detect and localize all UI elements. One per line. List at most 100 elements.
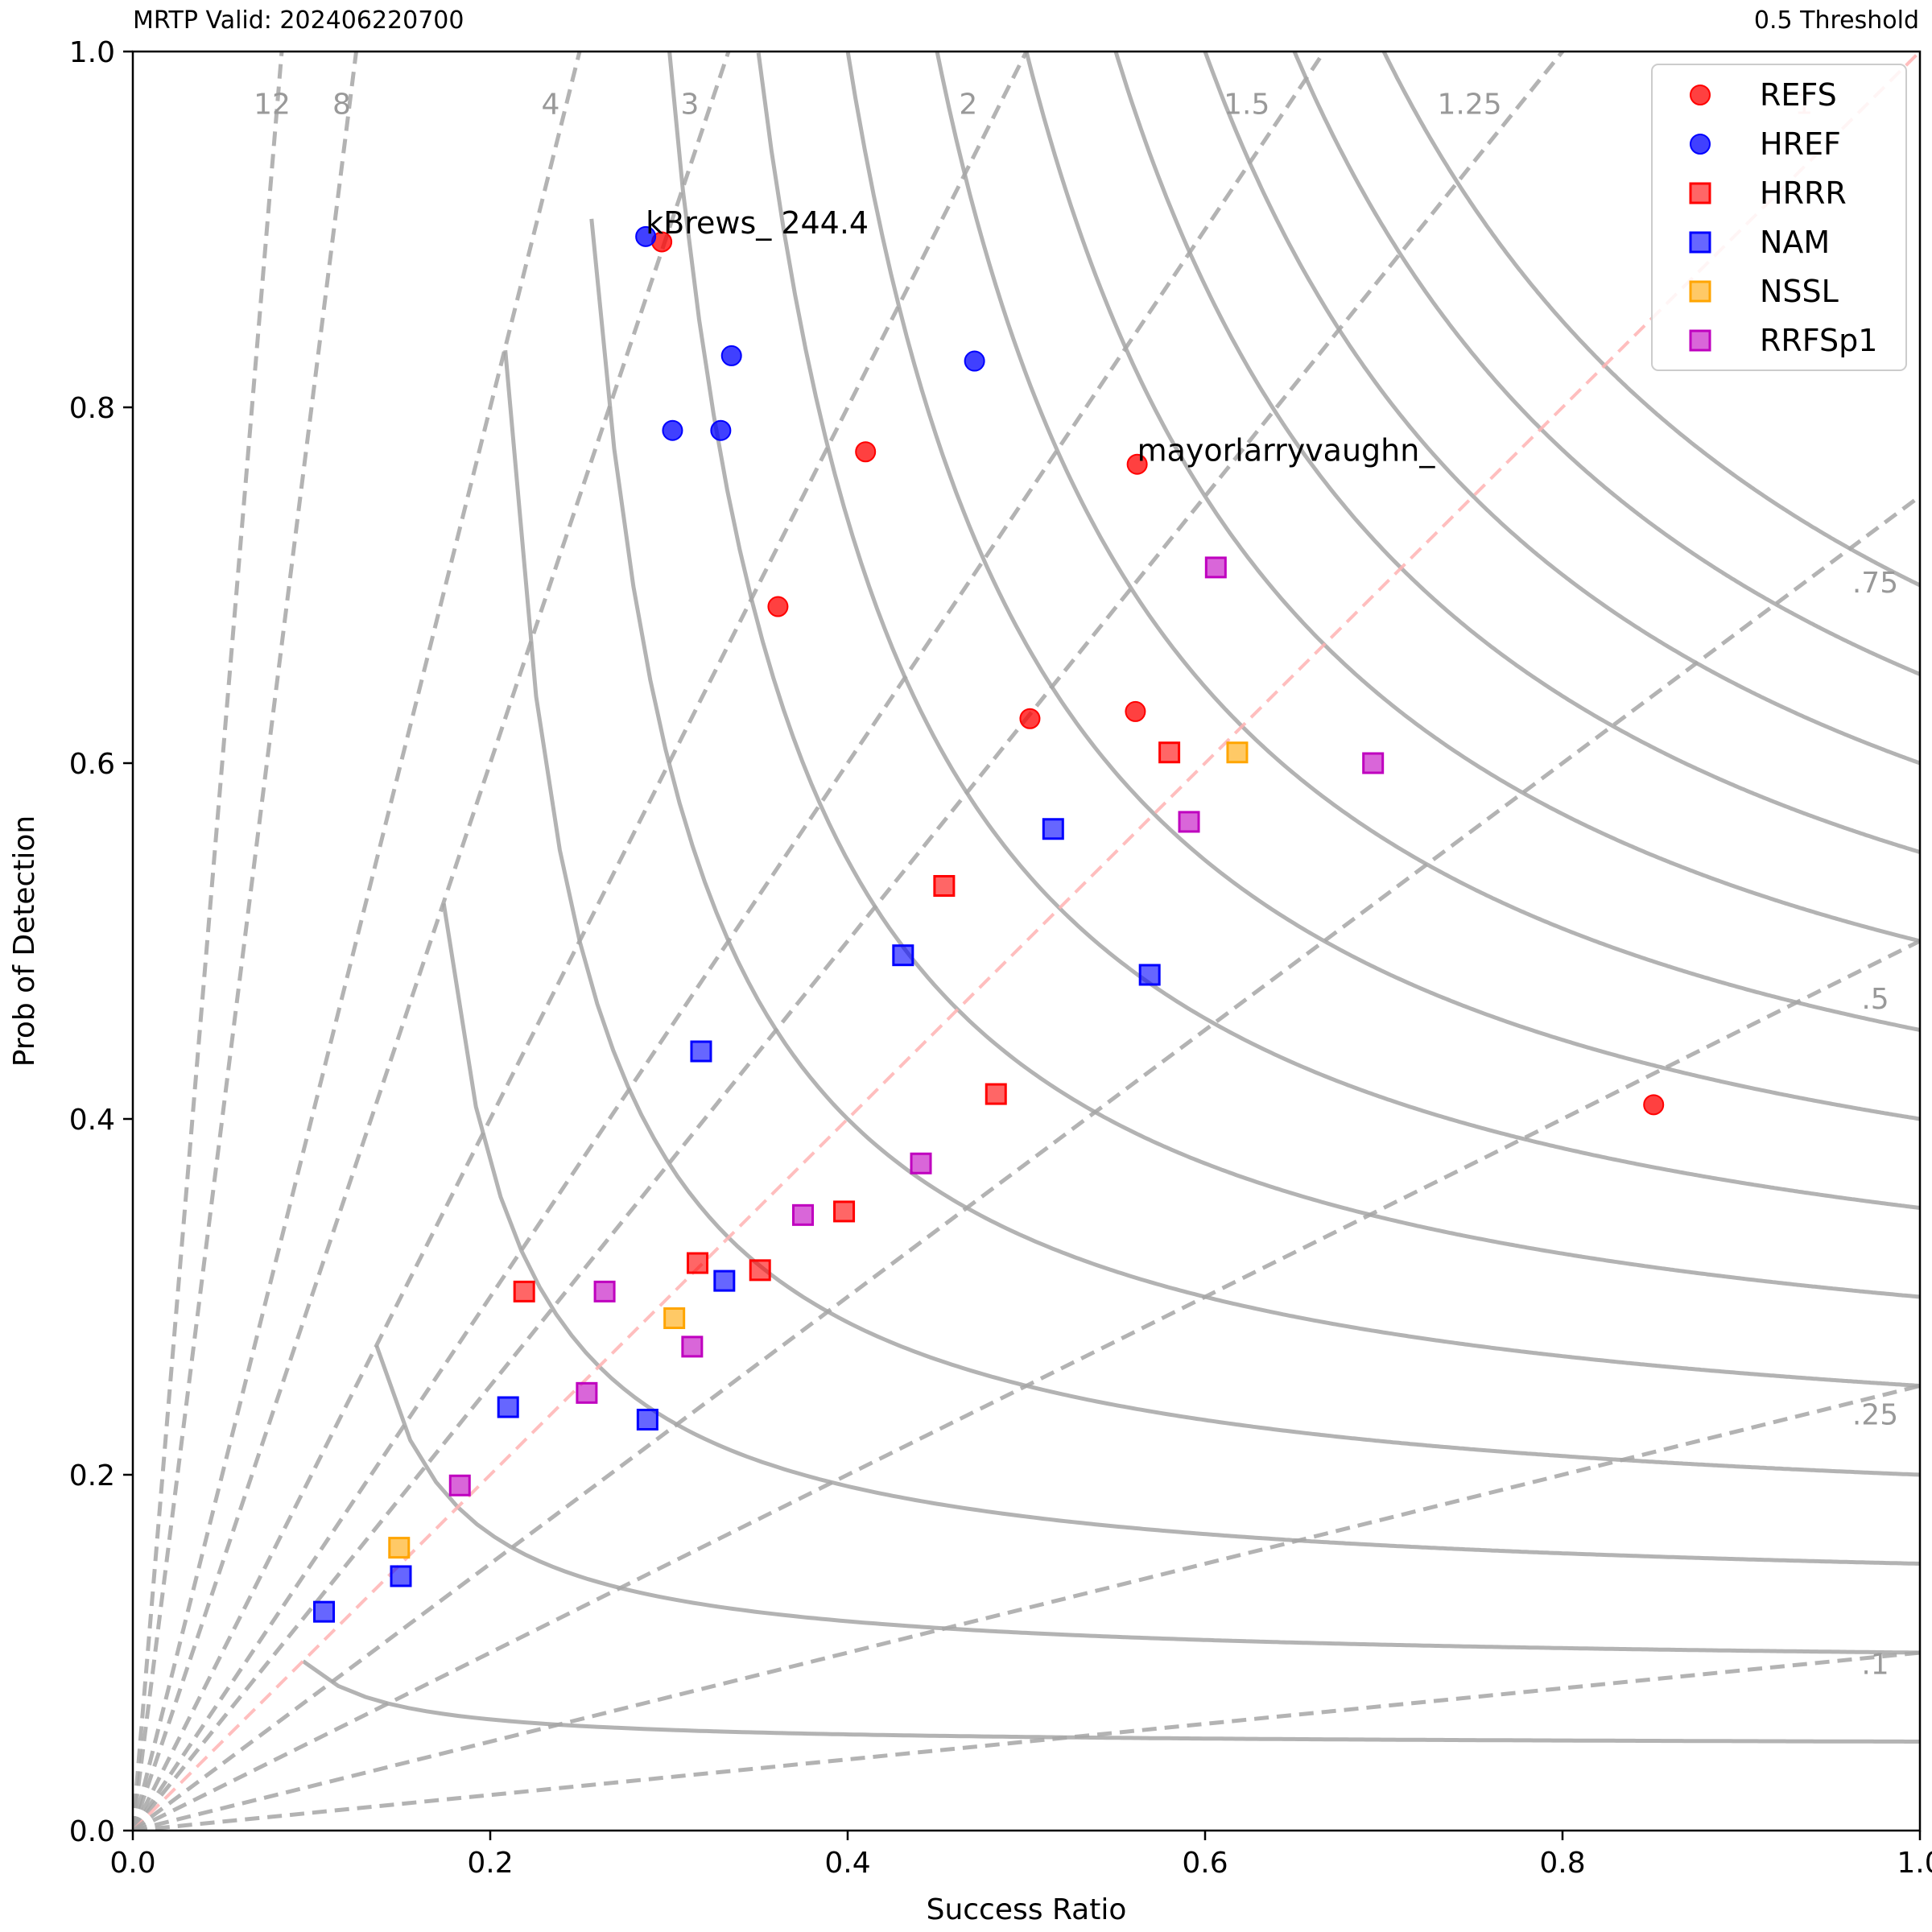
y-axis-label: Prob of Detection [8, 815, 41, 1067]
hrrr-point [933, 874, 956, 897]
hrrr-point [749, 1259, 771, 1282]
rrfsp1-point [910, 1152, 932, 1174]
nam-point [713, 1269, 736, 1292]
href-point [720, 345, 742, 366]
x-tick-label: 1.0 [1897, 1847, 1932, 1880]
legend-marker [1689, 231, 1711, 254]
y-tick-label: 0.6 [69, 748, 115, 781]
legend-label: RRFSp1 [1760, 323, 1877, 358]
legend: REFS HREF HRRR NAM NSSL RRFSp1 [1651, 64, 1907, 371]
x-tick-label: 0.8 [1539, 1847, 1585, 1880]
hrrr-point [833, 1200, 856, 1223]
bias-line [133, 52, 1029, 1831]
refs-point [855, 441, 877, 463]
bias-line [133, 493, 1920, 1831]
csi-contour-line [589, 218, 1920, 1388]
point-annotation: mayorlarryvaughn_ [1137, 433, 1436, 469]
nssl-point [1226, 741, 1249, 764]
nam-point [636, 1408, 658, 1430]
rrfsp1-point [681, 1335, 704, 1358]
bias-label: 3 [680, 88, 699, 121]
csi-contour-line [1113, 52, 1920, 854]
refs-point [1643, 1094, 1665, 1116]
legend-marker [1690, 85, 1711, 105]
href-point [635, 225, 657, 247]
bias-line [133, 52, 582, 1831]
nam-point [313, 1600, 336, 1623]
nam-point [1138, 964, 1161, 986]
legend-label: HREF [1760, 126, 1841, 162]
bias-label: 8 [332, 88, 351, 121]
hrrr-point [687, 1252, 709, 1274]
bias-label: 2 [959, 88, 977, 121]
legend-label: HRRR [1760, 175, 1847, 211]
rrfsp1-point [1178, 811, 1200, 833]
csi-contour-line [1024, 52, 1920, 943]
valid-time-label: MRTP Valid: 202406220700 [133, 6, 464, 35]
href-point [662, 419, 683, 441]
href-point [964, 350, 985, 372]
y-tick-label: 0.0 [69, 1815, 115, 1848]
bias-line [133, 52, 1566, 1831]
bias-line [133, 939, 1920, 1831]
bias-label: 12 [254, 88, 291, 121]
legend-label: NSSL [1760, 274, 1839, 309]
legend-marker [1689, 280, 1711, 303]
bias-label: .75 [1852, 567, 1898, 600]
hrrr-point [513, 1280, 535, 1302]
bias-line [133, 52, 1327, 1831]
bias-label: 1.5 [1224, 88, 1269, 121]
csi-contour-line [1292, 52, 1920, 676]
rrfsp1-point [1362, 752, 1385, 774]
bias-label: .1 [1861, 1648, 1889, 1681]
legend-label: REFS [1760, 77, 1837, 113]
bias-label: .25 [1852, 1398, 1898, 1431]
nssl-point [663, 1307, 686, 1330]
y-tick-label: 0.2 [69, 1459, 115, 1492]
refs-point [1125, 700, 1146, 722]
csi-contour-line [667, 52, 1920, 1299]
csi-contour-line [845, 52, 1920, 1121]
rrfsp1-point [1204, 556, 1227, 579]
bias-label: 4 [541, 88, 559, 121]
x-tick-label: 0.4 [824, 1847, 870, 1880]
nam-point [1042, 818, 1064, 840]
legend-marker [1689, 329, 1711, 352]
hrrr-point [985, 1083, 1007, 1105]
nam-point [690, 1040, 712, 1063]
csi-contour-line [503, 349, 1920, 1477]
hrrr-point [1158, 741, 1181, 764]
point-annotation: kBrews_ 244.4 [646, 205, 869, 241]
rrfsp1-point [792, 1203, 814, 1226]
rrfsp1-point [593, 1280, 616, 1302]
csi-contour-line [1203, 52, 1920, 766]
x-tick-label: 0.6 [1182, 1847, 1228, 1880]
csi-contour-line [441, 902, 1920, 1566]
y-tick-label: 0.4 [69, 1104, 115, 1137]
refs-point [767, 596, 789, 617]
csi-contour-line [374, 1344, 1920, 1655]
y-tick-label: 0.8 [69, 392, 115, 425]
refs-point [1126, 453, 1148, 475]
rrfsp1-point [448, 1474, 471, 1496]
href-point [710, 419, 732, 441]
nssl-point [388, 1537, 411, 1559]
x-axis-label: Success Ratio [927, 1893, 1127, 1926]
x-tick-label: 0.2 [467, 1847, 513, 1880]
nam-point [390, 1565, 412, 1587]
refs-point [1019, 708, 1041, 729]
nam-point [497, 1396, 519, 1418]
legend-frame [1651, 64, 1907, 371]
y-tick-label: 1.0 [69, 36, 115, 69]
csi-contour-line [302, 1659, 1920, 1744]
legend-label: NAM [1760, 225, 1830, 260]
legend-marker [1690, 134, 1711, 155]
threshold-label: 0.5 Threshold [1753, 6, 1919, 35]
csi-contour-line [1381, 52, 1920, 588]
bias-label: 1.25 [1437, 88, 1501, 121]
bias-line [133, 1383, 1920, 1831]
bias-line [133, 52, 1920, 1831]
x-tick-label: 0.0 [109, 1847, 155, 1880]
plot-frame [131, 50, 1922, 1832]
